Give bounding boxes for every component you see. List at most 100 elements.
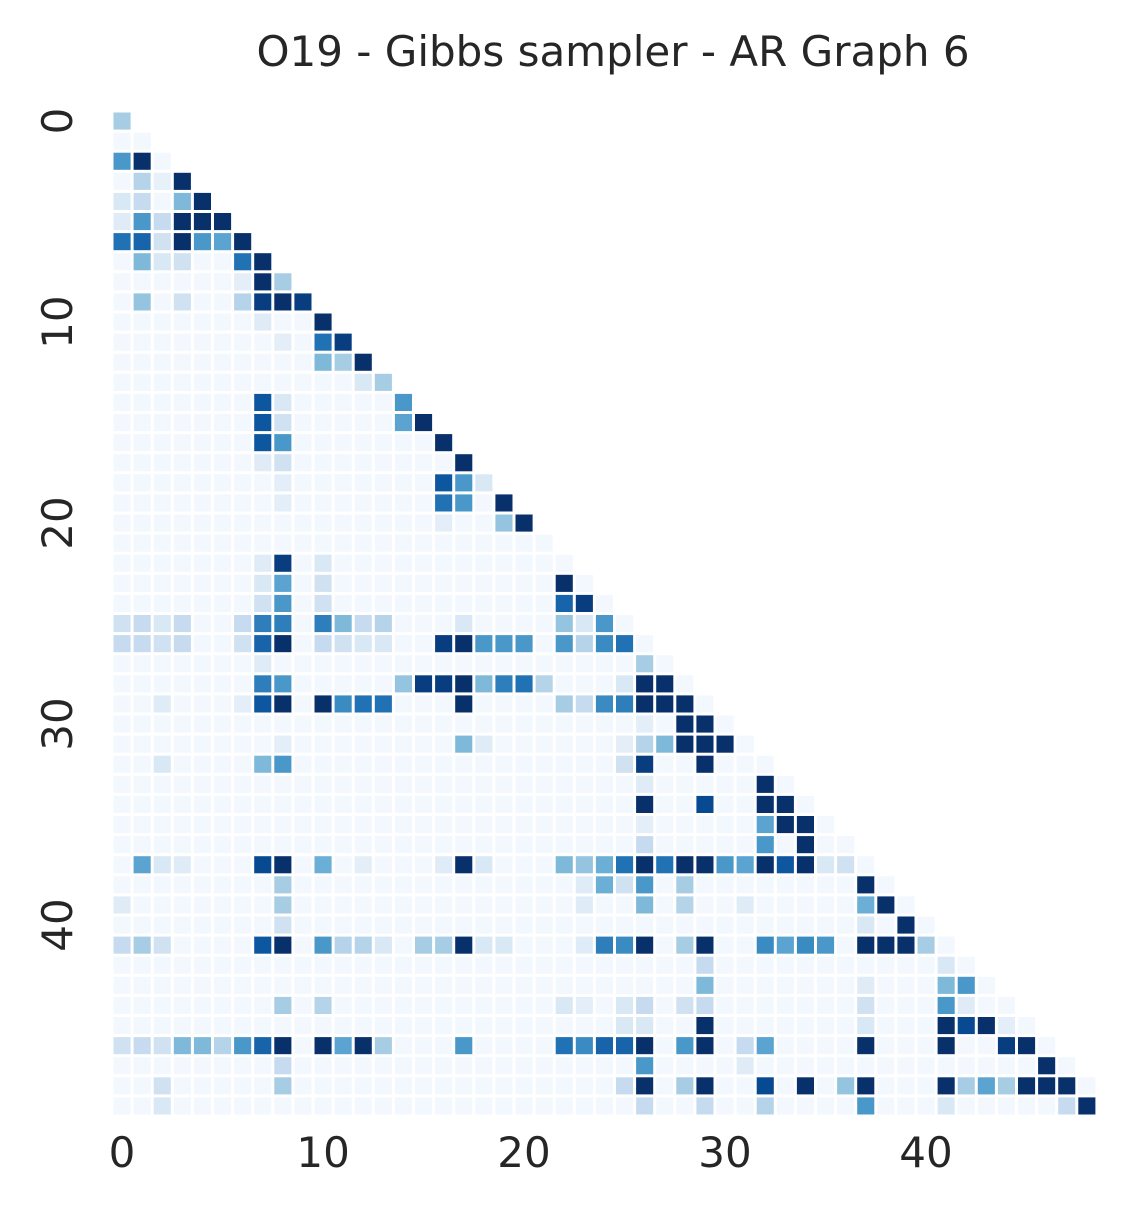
heatmap-cell-19-7 <box>254 494 272 512</box>
heatmap-cell-43-29 <box>696 976 714 994</box>
heatmap-cell-34-23 <box>575 795 593 813</box>
heatmap-cell-7-3 <box>173 253 191 271</box>
heatmap-cell-42-8 <box>274 956 292 974</box>
heatmap-cell-42-4 <box>193 956 211 974</box>
heatmap-cell-30-17 <box>455 715 473 733</box>
heatmap-cell-31-13 <box>374 735 392 753</box>
heatmap-cell-22-4 <box>193 554 211 572</box>
heatmap-cell-19-4 <box>193 494 211 512</box>
heatmap-cell-35-19 <box>495 816 513 834</box>
heatmap-cell-21-15 <box>415 534 433 552</box>
heatmap-cell-25-10 <box>314 615 332 633</box>
heatmap-cell-17-11 <box>334 454 352 472</box>
heatmap-cell-49-16 <box>435 1097 453 1115</box>
heatmap-cell-23-10 <box>314 574 332 592</box>
heatmap-cell-31-10 <box>314 735 332 753</box>
heatmap-cell-28-28 <box>676 675 694 693</box>
heatmap-cell-22-9 <box>294 554 312 572</box>
heatmap-cell-32-14 <box>394 755 412 773</box>
heatmap-cell-25-23 <box>575 615 593 633</box>
heatmap-cell-41-11 <box>334 936 352 954</box>
heatmap-cell-31-20 <box>515 735 533 753</box>
heatmap-cell-42-7 <box>254 956 272 974</box>
heatmap-cell-29-4 <box>193 695 211 713</box>
heatmap-cell-46-33 <box>776 1037 794 1055</box>
heatmap-cell-28-18 <box>475 675 493 693</box>
heatmap-cell-28-20 <box>515 675 533 693</box>
heatmap-cell-20-7 <box>254 514 272 532</box>
heatmap-cell-25-2 <box>153 615 171 633</box>
heatmap-cell-30-12 <box>354 715 372 733</box>
heatmap-cell-33-33 <box>776 775 794 793</box>
heatmap-cell-11-2 <box>153 333 171 351</box>
heatmap-cell-30-5 <box>214 715 232 733</box>
heatmap-cell-41-4 <box>193 936 211 954</box>
heatmap-cell-35-25 <box>616 816 634 834</box>
heatmap-cell-35-29 <box>696 816 714 834</box>
heatmap-cell-42-0 <box>113 956 131 974</box>
heatmap-cell-46-8 <box>274 1037 292 1055</box>
heatmap-cell-35-6 <box>234 816 252 834</box>
heatmap-cell-49-33 <box>776 1097 794 1115</box>
heatmap-cell-23-4 <box>193 574 211 592</box>
heatmap-cell-24-18 <box>475 594 493 612</box>
heatmap-cell-36-20 <box>515 836 533 854</box>
heatmap-cell-47-20 <box>515 1057 533 1075</box>
heatmap-cell-39-36 <box>837 896 855 914</box>
heatmap-cell-34-17 <box>455 795 473 813</box>
heatmap-cell-47-36 <box>837 1057 855 1075</box>
heatmap-cell-36-3 <box>173 836 191 854</box>
heatmap-cell-30-7 <box>254 715 272 733</box>
heatmap-cell-46-17 <box>455 1037 473 1055</box>
heatmap-cell-38-23 <box>575 876 593 894</box>
heatmap-cell-41-8 <box>274 936 292 954</box>
heatmap-cell-44-26 <box>636 996 654 1014</box>
heatmap-cell-43-1 <box>133 976 151 994</box>
heatmap-cell-31-4 <box>193 735 211 753</box>
heatmap-cell-38-21 <box>535 876 553 894</box>
heatmap-cell-27-0 <box>113 655 131 673</box>
heatmap-cell-47-32 <box>756 1057 774 1075</box>
heatmap-cell-12-0 <box>113 353 131 371</box>
heatmap-cell-24-3 <box>173 594 191 612</box>
heatmap-cell-49-22 <box>555 1097 573 1115</box>
heatmap-cell-40-27 <box>656 916 674 934</box>
heatmap-cell-48-33 <box>776 1077 794 1095</box>
heatmap-cell-9-6 <box>234 293 252 311</box>
heatmap-cell-16-9 <box>294 434 312 452</box>
heatmap-cell-34-13 <box>374 795 392 813</box>
heatmap-cell-34-34 <box>796 795 814 813</box>
heatmap-cell-1-0 <box>113 132 131 150</box>
heatmap-cell-8-2 <box>153 273 171 291</box>
heatmap-cell-43-42 <box>957 976 975 994</box>
heatmap-cell-29-25 <box>616 695 634 713</box>
heatmap-cell-19-0 <box>113 494 131 512</box>
heatmap-cell-23-20 <box>515 574 533 592</box>
heatmap-cell-43-18 <box>475 976 493 994</box>
heatmap-cell-27-20 <box>515 655 533 673</box>
heatmap-cell-39-7 <box>254 896 272 914</box>
heatmap-cell-22-17 <box>455 554 473 572</box>
heatmap-cell-40-19 <box>495 916 513 934</box>
heatmap-cell-40-39 <box>897 916 915 934</box>
heatmap-cell-38-33 <box>776 876 794 894</box>
heatmap-cell-41-21 <box>535 936 553 954</box>
heatmap-cell-20-17 <box>455 514 473 532</box>
heatmap-cell-49-26 <box>636 1097 654 1115</box>
heatmap-cell-17-5 <box>214 454 232 472</box>
heatmap-cell-35-10 <box>314 816 332 834</box>
heatmap-cell-49-2 <box>153 1097 171 1115</box>
heatmap-cell-21-3 <box>173 534 191 552</box>
heatmap-cell-43-30 <box>716 976 734 994</box>
heatmap-cell-46-23 <box>575 1037 593 1055</box>
heatmap-cell-9-9 <box>294 293 312 311</box>
heatmap-cell-47-42 <box>957 1057 975 1075</box>
heatmap-cell-45-43 <box>977 1017 995 1035</box>
heatmap-cell-11-4 <box>193 333 211 351</box>
heatmap-cell-49-20 <box>515 1097 533 1115</box>
heatmap-cell-43-41 <box>937 976 955 994</box>
heatmap-cell-42-31 <box>736 956 754 974</box>
heatmap-cell-16-12 <box>354 434 372 452</box>
heatmap-cell-11-10 <box>314 333 332 351</box>
y-tick-label: 0 <box>33 108 82 135</box>
